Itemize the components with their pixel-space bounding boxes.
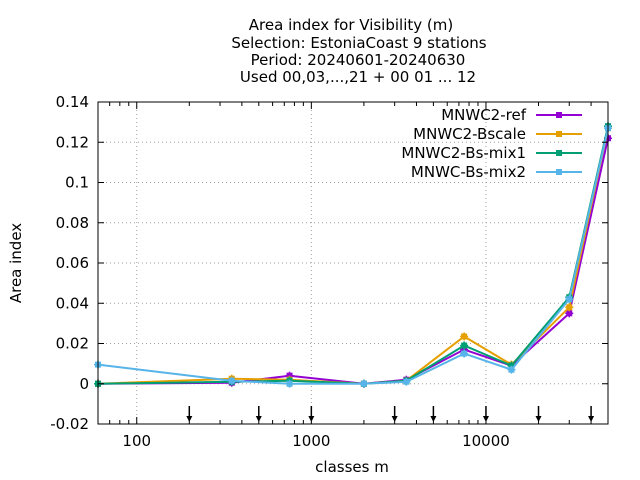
y-tick-label: 0.12 xyxy=(56,133,89,151)
legend-swatch-marker xyxy=(556,131,562,137)
threshold-arrow xyxy=(186,406,193,422)
y-tick-label: 0.02 xyxy=(56,335,89,353)
chart-title-line-2: Selection: EstoniaCoast 9 stations xyxy=(231,34,486,52)
legend: MNWC2-refMNWC2-BscaleMNWC2-Bs-mix1MNWC-B… xyxy=(401,106,582,181)
x-tick-label: 100 xyxy=(122,432,151,450)
y-tick-label: 0 xyxy=(79,375,89,393)
legend-label: MNWC2-Bs-mix1 xyxy=(401,144,526,162)
legend-swatch-marker xyxy=(556,169,562,175)
legend-entry-1: MNWC2-ref xyxy=(441,106,582,124)
chart-title-block: Area index for Visibility (m) Selection:… xyxy=(231,16,486,86)
threshold-arrow-head xyxy=(535,416,542,422)
threshold-arrow xyxy=(535,406,542,422)
legend-entry-2: MNWC2-Bscale xyxy=(413,125,582,143)
threshold-arrows xyxy=(186,406,595,422)
series-layer xyxy=(94,122,612,388)
chart-title-line-3: Period: 20240601-20240630 xyxy=(251,51,466,69)
legend-label: MNWC2-Bscale xyxy=(413,125,526,143)
legend-label: MNWC2-ref xyxy=(441,106,526,124)
threshold-arrow-head xyxy=(186,416,193,422)
x-tick-label: 1000 xyxy=(292,432,330,450)
y-tick-label: 0.14 xyxy=(56,93,89,111)
threshold-arrow xyxy=(430,406,437,422)
legend-label: MNWC-Bs-mix2 xyxy=(411,163,526,181)
y-tick-label: 0.08 xyxy=(56,214,89,232)
legend-swatch-marker xyxy=(556,112,562,118)
threshold-arrow-head xyxy=(391,416,398,422)
legend-swatch-marker xyxy=(556,150,562,156)
chart-title-line-4: Used 00,03,...,21 + 00 01 ... 12 xyxy=(240,68,476,86)
threshold-arrow-head xyxy=(430,416,437,422)
y-axis-label: Area index xyxy=(7,223,25,303)
y-tick-label: 0.04 xyxy=(56,294,89,312)
threshold-arrow xyxy=(588,406,595,422)
threshold-arrow-head xyxy=(588,416,595,422)
x-tick-label: 10000 xyxy=(462,432,510,450)
axis-ticks: -0.02 0 0.02 0.04 0.06 0.08 0.1 0.12 0.14 100 1000… xyxy=(50,93,608,450)
threshold-arrow-head xyxy=(255,416,262,422)
legend-entry-3: MNWC2-Bs-mix1 xyxy=(401,144,582,162)
y-tick-label: 0.1 xyxy=(65,174,89,192)
y-tick-label: -0.02 xyxy=(50,415,89,433)
chart-title-line-1: Area index for Visibility (m) xyxy=(249,16,453,34)
x-axis-label: classes m xyxy=(315,458,389,476)
threshold-arrow xyxy=(255,406,262,422)
legend-entry-4: MNWC-Bs-mix2 xyxy=(411,163,582,181)
y-tick-label: 0.06 xyxy=(56,254,89,272)
threshold-arrow xyxy=(391,406,398,422)
